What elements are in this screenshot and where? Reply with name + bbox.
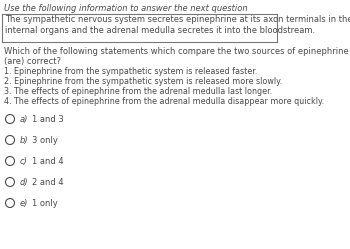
Text: The sympathetic nervous system secretes epinephrine at its axon terminals in the: The sympathetic nervous system secretes …	[5, 15, 350, 24]
Text: 2 and 4: 2 and 4	[32, 178, 64, 187]
Text: 1 only: 1 only	[32, 199, 58, 208]
Text: 1 and 4: 1 and 4	[32, 157, 64, 166]
Text: 2. Epinephrine from the sympathetic system is released more slowly.: 2. Epinephrine from the sympathetic syst…	[4, 77, 282, 86]
Text: (are) correct?: (are) correct?	[4, 57, 61, 66]
Text: 4. The effects of epinephrine from the adrenal medulla disappear more quickly.: 4. The effects of epinephrine from the a…	[4, 97, 324, 106]
Text: internal organs and the adrenal medulla secretes it into the bloodstream.: internal organs and the adrenal medulla …	[5, 26, 315, 35]
Text: c): c)	[20, 157, 28, 166]
Text: Use the following information to answer the next question: Use the following information to answer …	[4, 4, 248, 13]
Text: 3 only: 3 only	[32, 136, 58, 145]
Text: Which of the following statements which compare the two sources of epinephrine i: Which of the following statements which …	[4, 47, 350, 56]
Text: 3. The effects of epinephrine from the adrenal medulla last longer.: 3. The effects of epinephrine from the a…	[4, 87, 272, 96]
Text: a): a)	[20, 115, 28, 124]
Text: d): d)	[20, 178, 29, 187]
Text: 1. Epinephrine from the sympathetic system is released faster.: 1. Epinephrine from the sympathetic syst…	[4, 67, 257, 76]
Text: e): e)	[20, 199, 28, 208]
Text: 1 and 3: 1 and 3	[32, 115, 64, 124]
Text: b): b)	[20, 136, 29, 145]
